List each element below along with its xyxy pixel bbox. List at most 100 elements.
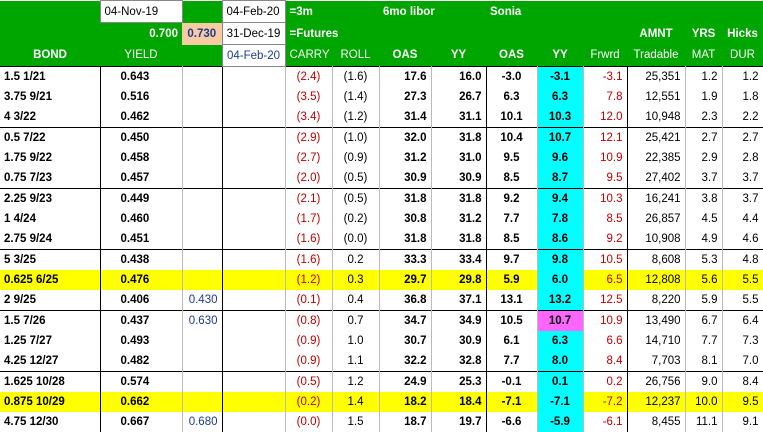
table-cell-blank[interactable] xyxy=(222,189,285,210)
table-cell-bond[interactable]: 3.75 9/21 xyxy=(0,87,100,107)
table-cell-dur[interactable]: 1.8 xyxy=(722,87,763,107)
table-cell-sonia-yy[interactable]: 7.8 xyxy=(537,209,583,229)
table-cell-bond[interactable]: 0.5 7/22 xyxy=(0,128,100,149)
table-cell-dur[interactable]: 2.7 xyxy=(722,128,763,149)
table-cell-oas[interactable]: 36.8 xyxy=(379,290,431,311)
table-cell-extra[interactable] xyxy=(182,250,222,271)
table-cell-sonia-oas[interactable]: 13.1 xyxy=(486,290,537,311)
table-cell-mat[interactable]: 4.9 xyxy=(685,229,722,250)
table-cell-yield[interactable]: 0.476 xyxy=(100,270,182,290)
table-cell-oas[interactable]: 18.2 xyxy=(379,392,431,412)
table-cell-sonia-oas[interactable]: -7.1 xyxy=(486,392,537,412)
table-cell-blank[interactable] xyxy=(222,168,285,189)
table-cell-frwd[interactable]: -7.2 xyxy=(583,392,627,412)
table-cell-dur[interactable]: 2.8 xyxy=(722,148,763,168)
table-cell-mat[interactable]: 7.7 xyxy=(685,331,722,351)
table-cell-frwd[interactable]: -6.1 xyxy=(583,412,627,432)
table-cell-frwd[interactable]: -3.1 xyxy=(583,67,627,88)
table-cell-yield[interactable]: 0.482 xyxy=(100,351,182,372)
table-cell-dur[interactable]: 2.2 xyxy=(722,107,763,128)
table-cell-frwd[interactable]: 12.0 xyxy=(583,107,627,128)
table-cell-yield[interactable]: 0.406 xyxy=(100,290,182,311)
table-cell-extra[interactable]: 0.680 xyxy=(182,412,222,432)
table-cell-dur[interactable]: 8.4 xyxy=(722,372,763,393)
table-cell-bond[interactable]: 1.25 7/27 xyxy=(0,331,100,351)
table-cell-bond[interactable]: 0.625 6/25 xyxy=(0,270,100,290)
table-cell-yield[interactable]: 0.457 xyxy=(100,168,182,189)
table-cell-sonia-oas[interactable]: 9.7 xyxy=(486,250,537,271)
table-cell-bond[interactable]: 4.75 12/30 xyxy=(0,412,100,432)
table-cell-roll[interactable]: 0.4 xyxy=(332,290,379,311)
table-cell-sonia-oas[interactable]: -3.0 xyxy=(486,67,537,88)
table-cell-blank[interactable] xyxy=(222,372,285,393)
table-cell-mat[interactable]: 5.9 xyxy=(685,290,722,311)
table-cell-dur[interactable]: 7.0 xyxy=(722,351,763,372)
table-cell-extra[interactable] xyxy=(182,189,222,210)
table-cell-sonia-oas[interactable]: 10.4 xyxy=(486,128,537,149)
table-cell-blank[interactable] xyxy=(222,128,285,149)
table-cell-yield[interactable]: 0.450 xyxy=(100,128,182,149)
table-cell-yy[interactable]: 31.1 xyxy=(431,107,486,128)
table-cell-bond[interactable]: 1.75 9/22 xyxy=(0,148,100,168)
table-cell-sonia-yy[interactable]: 10.7 xyxy=(537,128,583,149)
table-cell-oas[interactable]: 31.8 xyxy=(379,229,431,250)
table-cell-mat[interactable]: 3.8 xyxy=(685,189,722,210)
table-cell-carry[interactable]: (1.6) xyxy=(285,229,332,250)
table-cell-roll[interactable]: (0.5) xyxy=(332,189,379,210)
table-cell-amnt[interactable]: 12,551 xyxy=(627,87,685,107)
date-cell-1[interactable]: 04-Nov-19 xyxy=(100,1,182,23)
table-cell-sonia-yy[interactable]: 8.7 xyxy=(537,168,583,189)
table-cell-sonia-oas[interactable]: 7.7 xyxy=(486,209,537,229)
table-cell-extra[interactable] xyxy=(182,87,222,107)
table-cell-roll[interactable]: 0.2 xyxy=(332,250,379,271)
table-cell-sonia-yy[interactable]: 8.0 xyxy=(537,351,583,372)
table-cell-yy[interactable]: 30.9 xyxy=(431,168,486,189)
table-cell-dur[interactable]: 9.5 xyxy=(722,392,763,412)
table-cell-mat[interactable]: 3.7 xyxy=(685,168,722,189)
table-cell-frwd[interactable]: 9.5 xyxy=(583,168,627,189)
table-cell-yy[interactable]: 31.8 xyxy=(431,229,486,250)
table-cell-yy[interactable]: 37.1 xyxy=(431,290,486,311)
table-cell-dur[interactable]: 3.7 xyxy=(722,189,763,210)
table-cell-yy[interactable]: 29.8 xyxy=(431,270,486,290)
table-cell-bond[interactable]: 2.75 9/24 xyxy=(0,229,100,250)
table-cell-extra[interactable] xyxy=(182,372,222,393)
table-cell-extra[interactable] xyxy=(182,67,222,88)
table-cell-yield[interactable]: 0.516 xyxy=(100,87,182,107)
table-cell-amnt[interactable]: 25,351 xyxy=(627,67,685,88)
table-cell-carry[interactable]: (3.4) xyxy=(285,107,332,128)
table-cell-carry[interactable]: (2.1) xyxy=(285,189,332,210)
table-cell-frwd[interactable]: 8.4 xyxy=(583,351,627,372)
table-cell-dur[interactable]: 4.6 xyxy=(722,229,763,250)
table-cell-sonia-oas[interactable]: 8.5 xyxy=(486,168,537,189)
table-cell-frwd[interactable]: 8.5 xyxy=(583,209,627,229)
table-cell-dur[interactable]: 1.2 xyxy=(722,67,763,88)
table-cell-blank[interactable] xyxy=(222,290,285,311)
table-cell-bond[interactable]: 4 3/22 xyxy=(0,107,100,128)
table-cell-oas[interactable]: 17.6 xyxy=(379,67,431,88)
table-cell-sonia-yy[interactable]: 6.3 xyxy=(537,87,583,107)
table-cell-yield[interactable]: 0.449 xyxy=(100,189,182,210)
table-cell-frwd[interactable]: 10.9 xyxy=(583,148,627,168)
table-cell-yield[interactable]: 0.662 xyxy=(100,392,182,412)
table-cell-blank[interactable] xyxy=(222,250,285,271)
table-cell-yield[interactable]: 0.451 xyxy=(100,229,182,250)
table-cell-yy[interactable]: 19.7 xyxy=(431,412,486,432)
table-cell-oas[interactable]: 24.9 xyxy=(379,372,431,393)
table-cell-roll[interactable]: (1.4) xyxy=(332,87,379,107)
table-cell-yield[interactable]: 0.493 xyxy=(100,331,182,351)
table-cell-oas[interactable]: 34.7 xyxy=(379,311,431,332)
table-cell-blank[interactable] xyxy=(222,148,285,168)
table-cell-blank[interactable] xyxy=(222,87,285,107)
table-cell-mat[interactable]: 11.1 xyxy=(685,412,722,432)
table-cell-yy[interactable]: 31.8 xyxy=(431,189,486,210)
table-cell-amnt[interactable]: 16,241 xyxy=(627,189,685,210)
table-cell-blank[interactable] xyxy=(222,67,285,88)
